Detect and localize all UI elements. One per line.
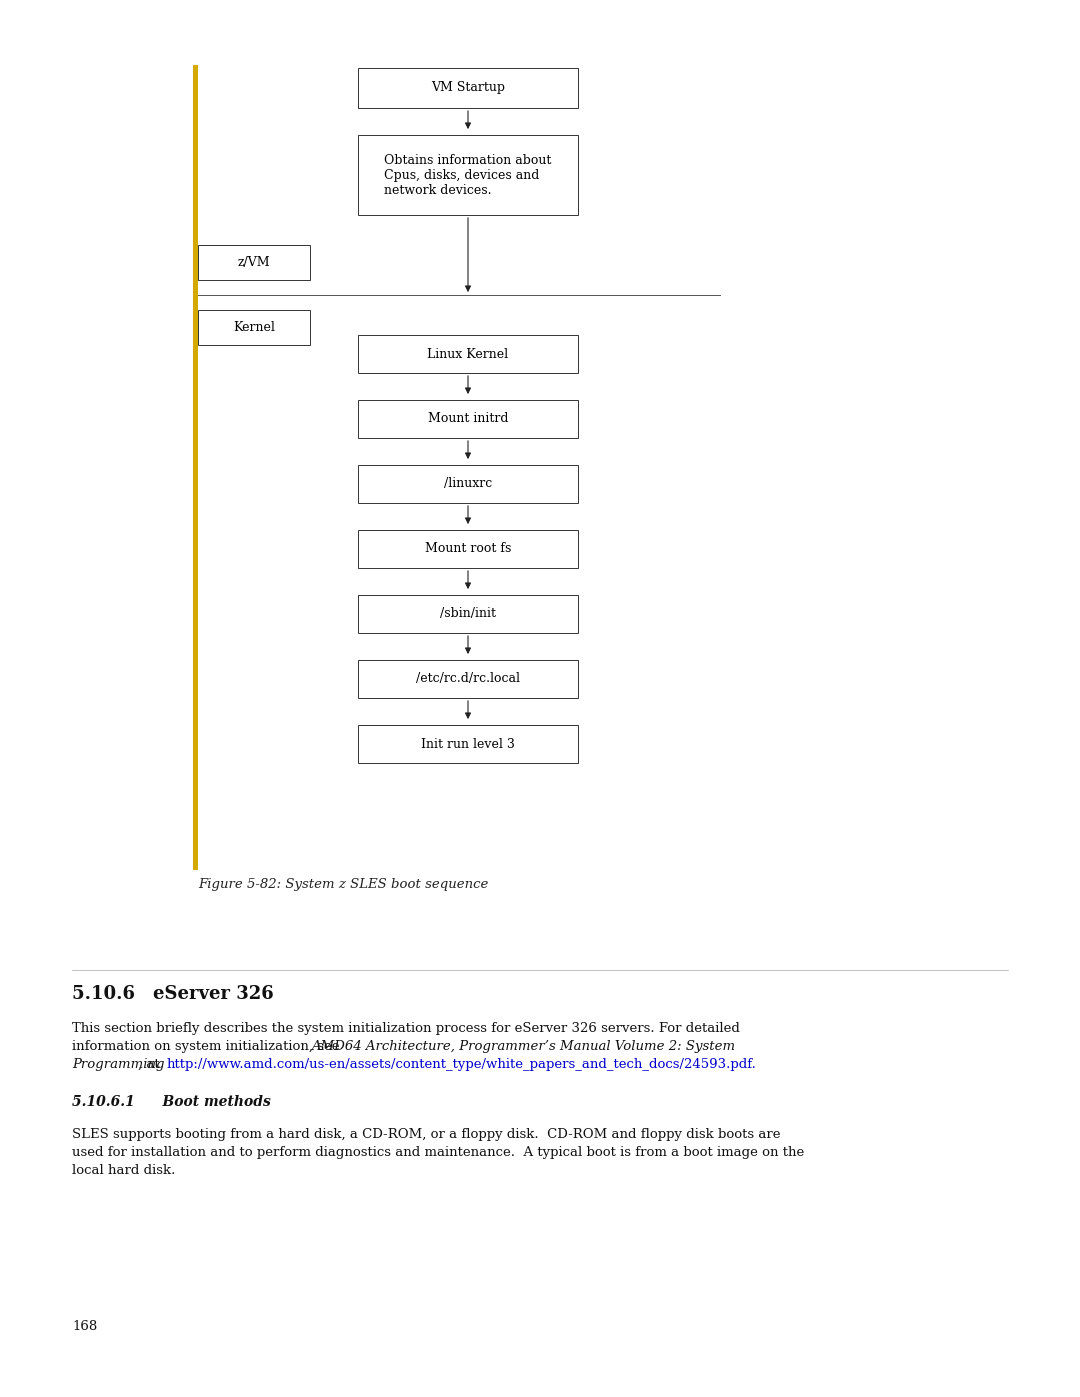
Text: http://www.amd.com/us-en/assets/content_type/white_papers_and_tech_docs/24593.pd: http://www.amd.com/us-en/assets/content_… <box>166 1058 756 1071</box>
Bar <box>357 335 578 373</box>
Text: Linux Kernel: Linux Kernel <box>428 348 509 360</box>
Text: information on system initialization, see: information on system initialization, se… <box>72 1039 343 1053</box>
Bar <box>357 595 578 633</box>
Text: /sbin/init: /sbin/init <box>440 608 496 620</box>
Text: VM Startup: VM Startup <box>431 81 505 95</box>
Text: AMD64 Architecture, Programmer’s Manual Volume 2: System: AMD64 Architecture, Programmer’s Manual … <box>311 1039 735 1053</box>
Text: Mount initrd: Mount initrd <box>428 412 509 426</box>
Text: SLES supports booting from a hard disk, a CD-ROM, or a floppy disk.  CD-ROM and : SLES supports booting from a hard disk, … <box>72 1127 781 1141</box>
Text: z/VM: z/VM <box>238 256 270 270</box>
Text: local hard disk.: local hard disk. <box>72 1164 175 1178</box>
Text: /linuxrc: /linuxrc <box>444 478 492 490</box>
Bar <box>357 400 578 439</box>
Text: used for installation and to perform diagnostics and maintenance.  A typical boo: used for installation and to perform dia… <box>72 1146 805 1160</box>
Text: 168: 168 <box>72 1320 97 1333</box>
Text: Obtains information about
Cpus, disks, devices and
network devices.: Obtains information about Cpus, disks, d… <box>384 154 552 197</box>
Bar <box>357 725 578 763</box>
Text: 5.10.6.1  Boot methods: 5.10.6.1 Boot methods <box>72 1095 271 1109</box>
Text: Programming: Programming <box>72 1058 164 1071</box>
Text: Init run level 3: Init run level 3 <box>421 738 515 750</box>
Bar <box>357 68 578 108</box>
Bar <box>357 659 578 698</box>
Text: , at: , at <box>138 1058 164 1071</box>
Text: Figure 5-82: System z SLES boot sequence: Figure 5-82: System z SLES boot sequence <box>198 877 488 891</box>
Bar <box>198 244 310 279</box>
Bar <box>357 136 578 215</box>
Bar <box>357 465 578 503</box>
Bar <box>193 66 198 870</box>
Text: Mount root fs: Mount root fs <box>424 542 511 556</box>
Text: This section briefly describes the system initialization process for eServer 326: This section briefly describes the syste… <box>72 1023 740 1035</box>
Bar <box>357 529 578 569</box>
Text: /etc/rc.d/rc.local: /etc/rc.d/rc.local <box>416 672 519 686</box>
Bar <box>198 310 310 345</box>
Text: Kernel: Kernel <box>233 321 275 334</box>
Text: 5.10.6 eServer 326: 5.10.6 eServer 326 <box>72 985 273 1003</box>
